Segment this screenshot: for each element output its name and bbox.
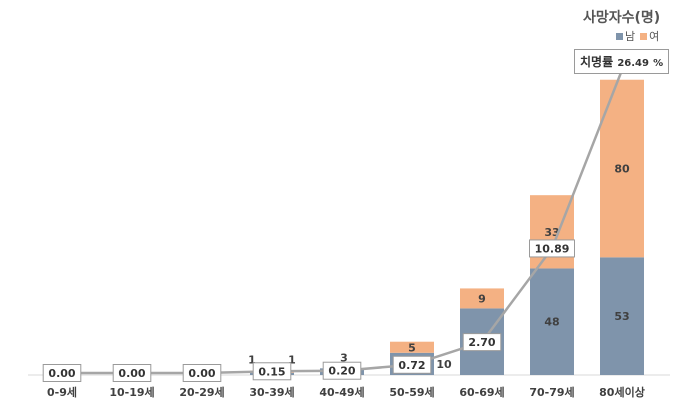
bar-female-50-59세	[390, 341, 434, 353]
line-value-label: 10.89	[535, 242, 570, 255]
line-value-label: 2.70	[468, 336, 495, 349]
legend-label-male: 남	[625, 30, 636, 43]
value-label-male: 10	[436, 358, 452, 371]
line-value-box	[42, 364, 82, 382]
line-value-label: 0.20	[328, 365, 355, 378]
legend: 남 여	[616, 28, 659, 44]
value-label-male: 3	[340, 351, 348, 364]
line-value-label: 0.00	[118, 367, 145, 380]
line-value-box	[252, 362, 292, 381]
line-value-box	[322, 361, 362, 380]
value-label-female: 80	[614, 163, 630, 176]
value-label-female: 5	[408, 341, 416, 354]
fatality-rate-unit: %	[653, 58, 664, 69]
line-value-box	[112, 364, 152, 382]
line-value-label: 0.15	[258, 365, 285, 378]
x-tick-label: 30-39세	[249, 385, 294, 399]
line-value-box	[462, 333, 502, 352]
line-value-box	[182, 364, 222, 382]
value-label-male: 1	[288, 354, 296, 367]
line-value-label: 0.00	[188, 367, 215, 380]
bar-male-70-79세	[530, 268, 574, 375]
legend-swatch-male	[616, 32, 623, 40]
bar-male-80세이상	[600, 257, 644, 375]
legend-title: 사망자수(명)	[583, 10, 661, 26]
fatality-rate-prefix: 치명률	[580, 55, 614, 69]
value-label-female: 1	[248, 354, 256, 367]
line-value-box	[529, 239, 575, 258]
legend-item-female: 여	[640, 28, 659, 44]
bar-female-60-69세	[460, 288, 504, 309]
line-value-label: 0.00	[48, 367, 75, 380]
x-tick-label: 40-49세	[319, 385, 364, 399]
x-tick-label: 80세이상	[599, 385, 645, 399]
x-tick-label: 70-79세	[529, 385, 574, 399]
fatality-rate-value: 26.49	[617, 58, 649, 69]
x-tick-label: 0-9세	[47, 385, 77, 399]
line-value-box	[392, 355, 432, 374]
x-tick-label: 50-59세	[389, 385, 434, 399]
value-label-male: 53	[614, 310, 629, 323]
legend-label-female: 여	[649, 30, 660, 43]
line-value-label: 0.72	[398, 359, 425, 372]
x-tick-label: 10-19세	[109, 385, 154, 399]
value-label-female: 9	[478, 292, 486, 305]
x-tick-label: 20-29세	[179, 385, 224, 399]
value-label-male: 48	[544, 316, 559, 329]
x-tick-label: 60-69세	[459, 385, 504, 399]
legend-swatch-female	[640, 32, 648, 40]
legend-item-male: 남	[616, 28, 635, 44]
fatality-rate-callout: 치명률 26.49 %	[574, 49, 670, 74]
